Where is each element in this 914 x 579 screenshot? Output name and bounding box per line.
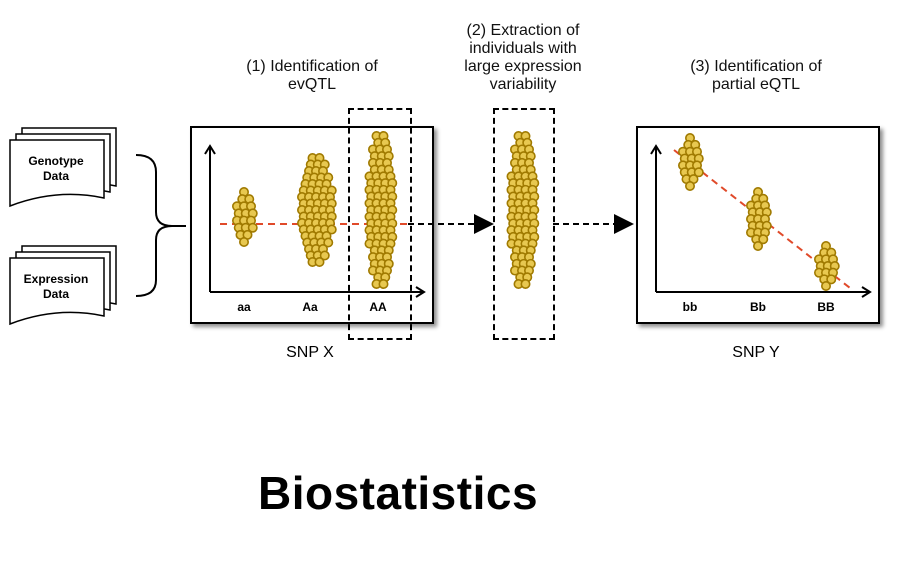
tick-Aa: Aa	[302, 300, 318, 314]
snp-y-label: SNP Y	[732, 344, 780, 361]
tick-aa: aa	[237, 300, 251, 314]
footer-title: Biostatistics	[258, 467, 539, 519]
tick-BB: BB	[817, 300, 835, 314]
genotype-data-label: Genotype Data	[28, 154, 84, 183]
snp-x-label: SNP X	[286, 344, 334, 361]
curly-brace	[135, 154, 173, 297]
extraction-box	[493, 108, 555, 340]
step2-label: (2) Extraction of individuals with large …	[464, 22, 582, 93]
step3-label: (3) Identification of partial eQTL	[690, 58, 822, 93]
snp-y-panel	[636, 126, 880, 324]
step1-label: (1) Identification of evQTL	[246, 58, 378, 93]
AA-selection-box	[348, 108, 412, 340]
expression-data-label: Expression Data	[23, 272, 89, 301]
tick-Bb: Bb	[750, 300, 766, 314]
tick-bb: bb	[682, 300, 698, 314]
tick-AA: AA	[369, 300, 387, 314]
